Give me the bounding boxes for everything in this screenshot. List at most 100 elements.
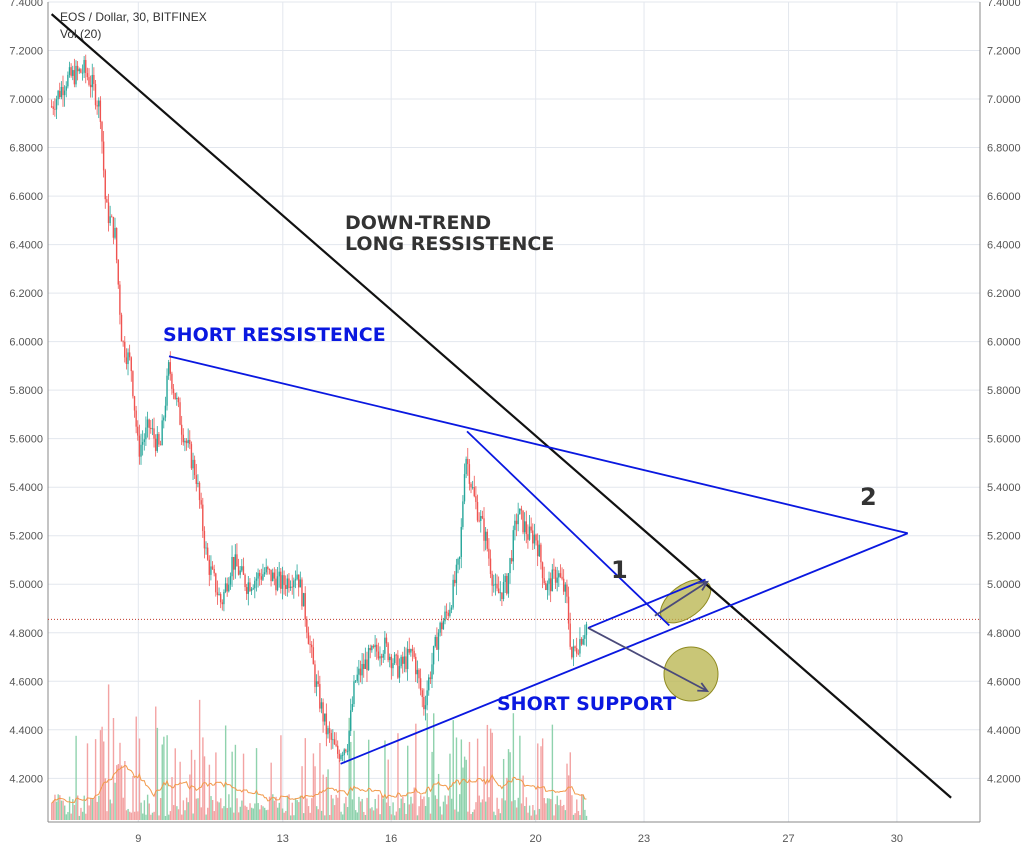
candle-body bbox=[270, 569, 272, 582]
candle-body bbox=[306, 619, 308, 633]
candle-body bbox=[226, 583, 228, 592]
volume-bar bbox=[52, 800, 55, 820]
volume-bar bbox=[55, 801, 58, 820]
candle-body bbox=[263, 572, 266, 575]
candle-body bbox=[234, 554, 237, 570]
candle-body bbox=[338, 753, 341, 760]
candle-body bbox=[374, 644, 376, 648]
candle-body bbox=[483, 518, 485, 541]
candle-body bbox=[410, 648, 412, 653]
volume-bar bbox=[567, 775, 570, 820]
candle-body bbox=[387, 643, 389, 661]
volume-bar bbox=[371, 807, 373, 820]
candle-body bbox=[384, 637, 386, 654]
candle-body bbox=[452, 579, 454, 608]
volume-bar bbox=[133, 811, 136, 820]
candle-body bbox=[390, 656, 393, 669]
candle-body bbox=[309, 644, 311, 645]
volume-bar bbox=[228, 794, 230, 820]
volume-bar bbox=[418, 806, 420, 820]
volume-bar bbox=[569, 752, 571, 820]
volume-bar bbox=[335, 794, 337, 820]
candle-body bbox=[504, 575, 506, 582]
candle-body bbox=[324, 713, 326, 722]
volume-bar bbox=[413, 787, 415, 820]
volume-bar bbox=[272, 794, 274, 820]
candle-body bbox=[237, 566, 240, 575]
trend-line bbox=[587, 578, 706, 629]
candle-body bbox=[153, 428, 155, 439]
volume-bar bbox=[465, 759, 467, 820]
candle-body bbox=[509, 558, 511, 574]
candle-body bbox=[298, 574, 300, 588]
volume-bar bbox=[556, 795, 558, 820]
volume-bar bbox=[392, 802, 394, 820]
candle-body bbox=[584, 635, 586, 639]
volume-bar bbox=[117, 763, 120, 820]
y-tick-label-right: 6.2000 bbox=[987, 288, 1021, 300]
candle-body bbox=[242, 566, 245, 575]
volume-bar bbox=[208, 764, 211, 820]
candle-body bbox=[254, 580, 256, 589]
candle-body bbox=[340, 755, 342, 760]
volume-bar bbox=[148, 803, 150, 820]
projection-arrow bbox=[587, 627, 708, 692]
candle-body bbox=[293, 580, 295, 588]
candle-body bbox=[393, 654, 396, 664]
volume-bar bbox=[99, 730, 102, 820]
candle-body bbox=[232, 556, 235, 570]
volume-bar bbox=[390, 814, 393, 820]
volume-bar bbox=[127, 808, 129, 820]
y-tick-label-left: 4.4000 bbox=[9, 725, 43, 737]
volume-bar bbox=[585, 815, 588, 820]
candle-body bbox=[353, 681, 355, 705]
candle-body bbox=[312, 647, 315, 665]
volume-bar bbox=[155, 706, 157, 820]
volume-bar bbox=[91, 799, 94, 820]
volume-bar bbox=[246, 806, 248, 820]
candle-body bbox=[154, 438, 157, 451]
volume-bar bbox=[433, 713, 435, 820]
volume-bar bbox=[325, 776, 328, 820]
volume-bar bbox=[525, 797, 528, 820]
y-tick-label-right: 4.4000 bbox=[987, 725, 1021, 737]
volume-bar bbox=[584, 809, 586, 820]
candle-body bbox=[411, 648, 414, 651]
down-trend-line bbox=[50, 13, 952, 799]
candle-body bbox=[332, 739, 334, 741]
candle-body bbox=[341, 755, 344, 756]
volume-bar bbox=[494, 815, 497, 820]
volume-bar bbox=[93, 798, 95, 820]
volume-bar bbox=[265, 810, 267, 820]
volume-bar bbox=[314, 766, 316, 820]
candle-body bbox=[493, 584, 495, 586]
volume-ma-line bbox=[51, 764, 587, 804]
candle-body bbox=[351, 704, 354, 711]
candle-body bbox=[535, 534, 537, 541]
volume-bar bbox=[410, 796, 412, 820]
volume-bar bbox=[403, 803, 406, 820]
candle-body bbox=[577, 653, 580, 655]
y-tick-label-right: 5.2000 bbox=[987, 531, 1021, 543]
volume-bar bbox=[447, 795, 450, 820]
candle-body bbox=[361, 663, 363, 676]
volume-bar bbox=[372, 810, 375, 820]
volume-bar bbox=[580, 794, 583, 820]
volume-bar bbox=[304, 738, 307, 820]
candle-body bbox=[470, 483, 472, 488]
volume-bar bbox=[192, 813, 194, 820]
volume-bar bbox=[553, 815, 555, 820]
candle-body bbox=[193, 459, 196, 476]
volume-bar bbox=[236, 798, 238, 820]
volume-bar bbox=[104, 778, 107, 820]
volume-bar bbox=[233, 812, 235, 820]
volume-bar bbox=[226, 807, 228, 820]
volume-bar bbox=[267, 809, 269, 820]
candle-body bbox=[179, 402, 181, 425]
candle-body bbox=[444, 611, 446, 622]
candle-body bbox=[327, 728, 329, 735]
volume-bar bbox=[159, 798, 162, 820]
x-tick-label: 20 bbox=[530, 833, 542, 845]
candle-body bbox=[167, 362, 170, 376]
